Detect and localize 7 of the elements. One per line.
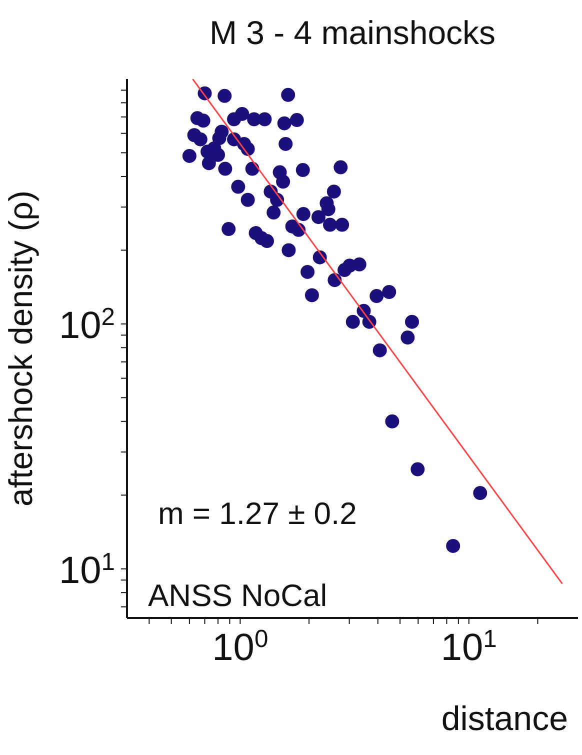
- annotation: ANSS NoCal: [148, 578, 328, 614]
- x-axis-title: distance: [441, 700, 568, 738]
- chart-title: M 3 - 4 mainshocks: [208, 14, 497, 52]
- x-tick-label: 10$^{0}$: [212, 626, 268, 669]
- annotation: m = 1.27 ± 0.2: [158, 496, 357, 532]
- y-tick-label: 10$^{2}$: [58, 303, 115, 347]
- y-axis-title: aftershock density (ρ): [2, 190, 39, 506]
